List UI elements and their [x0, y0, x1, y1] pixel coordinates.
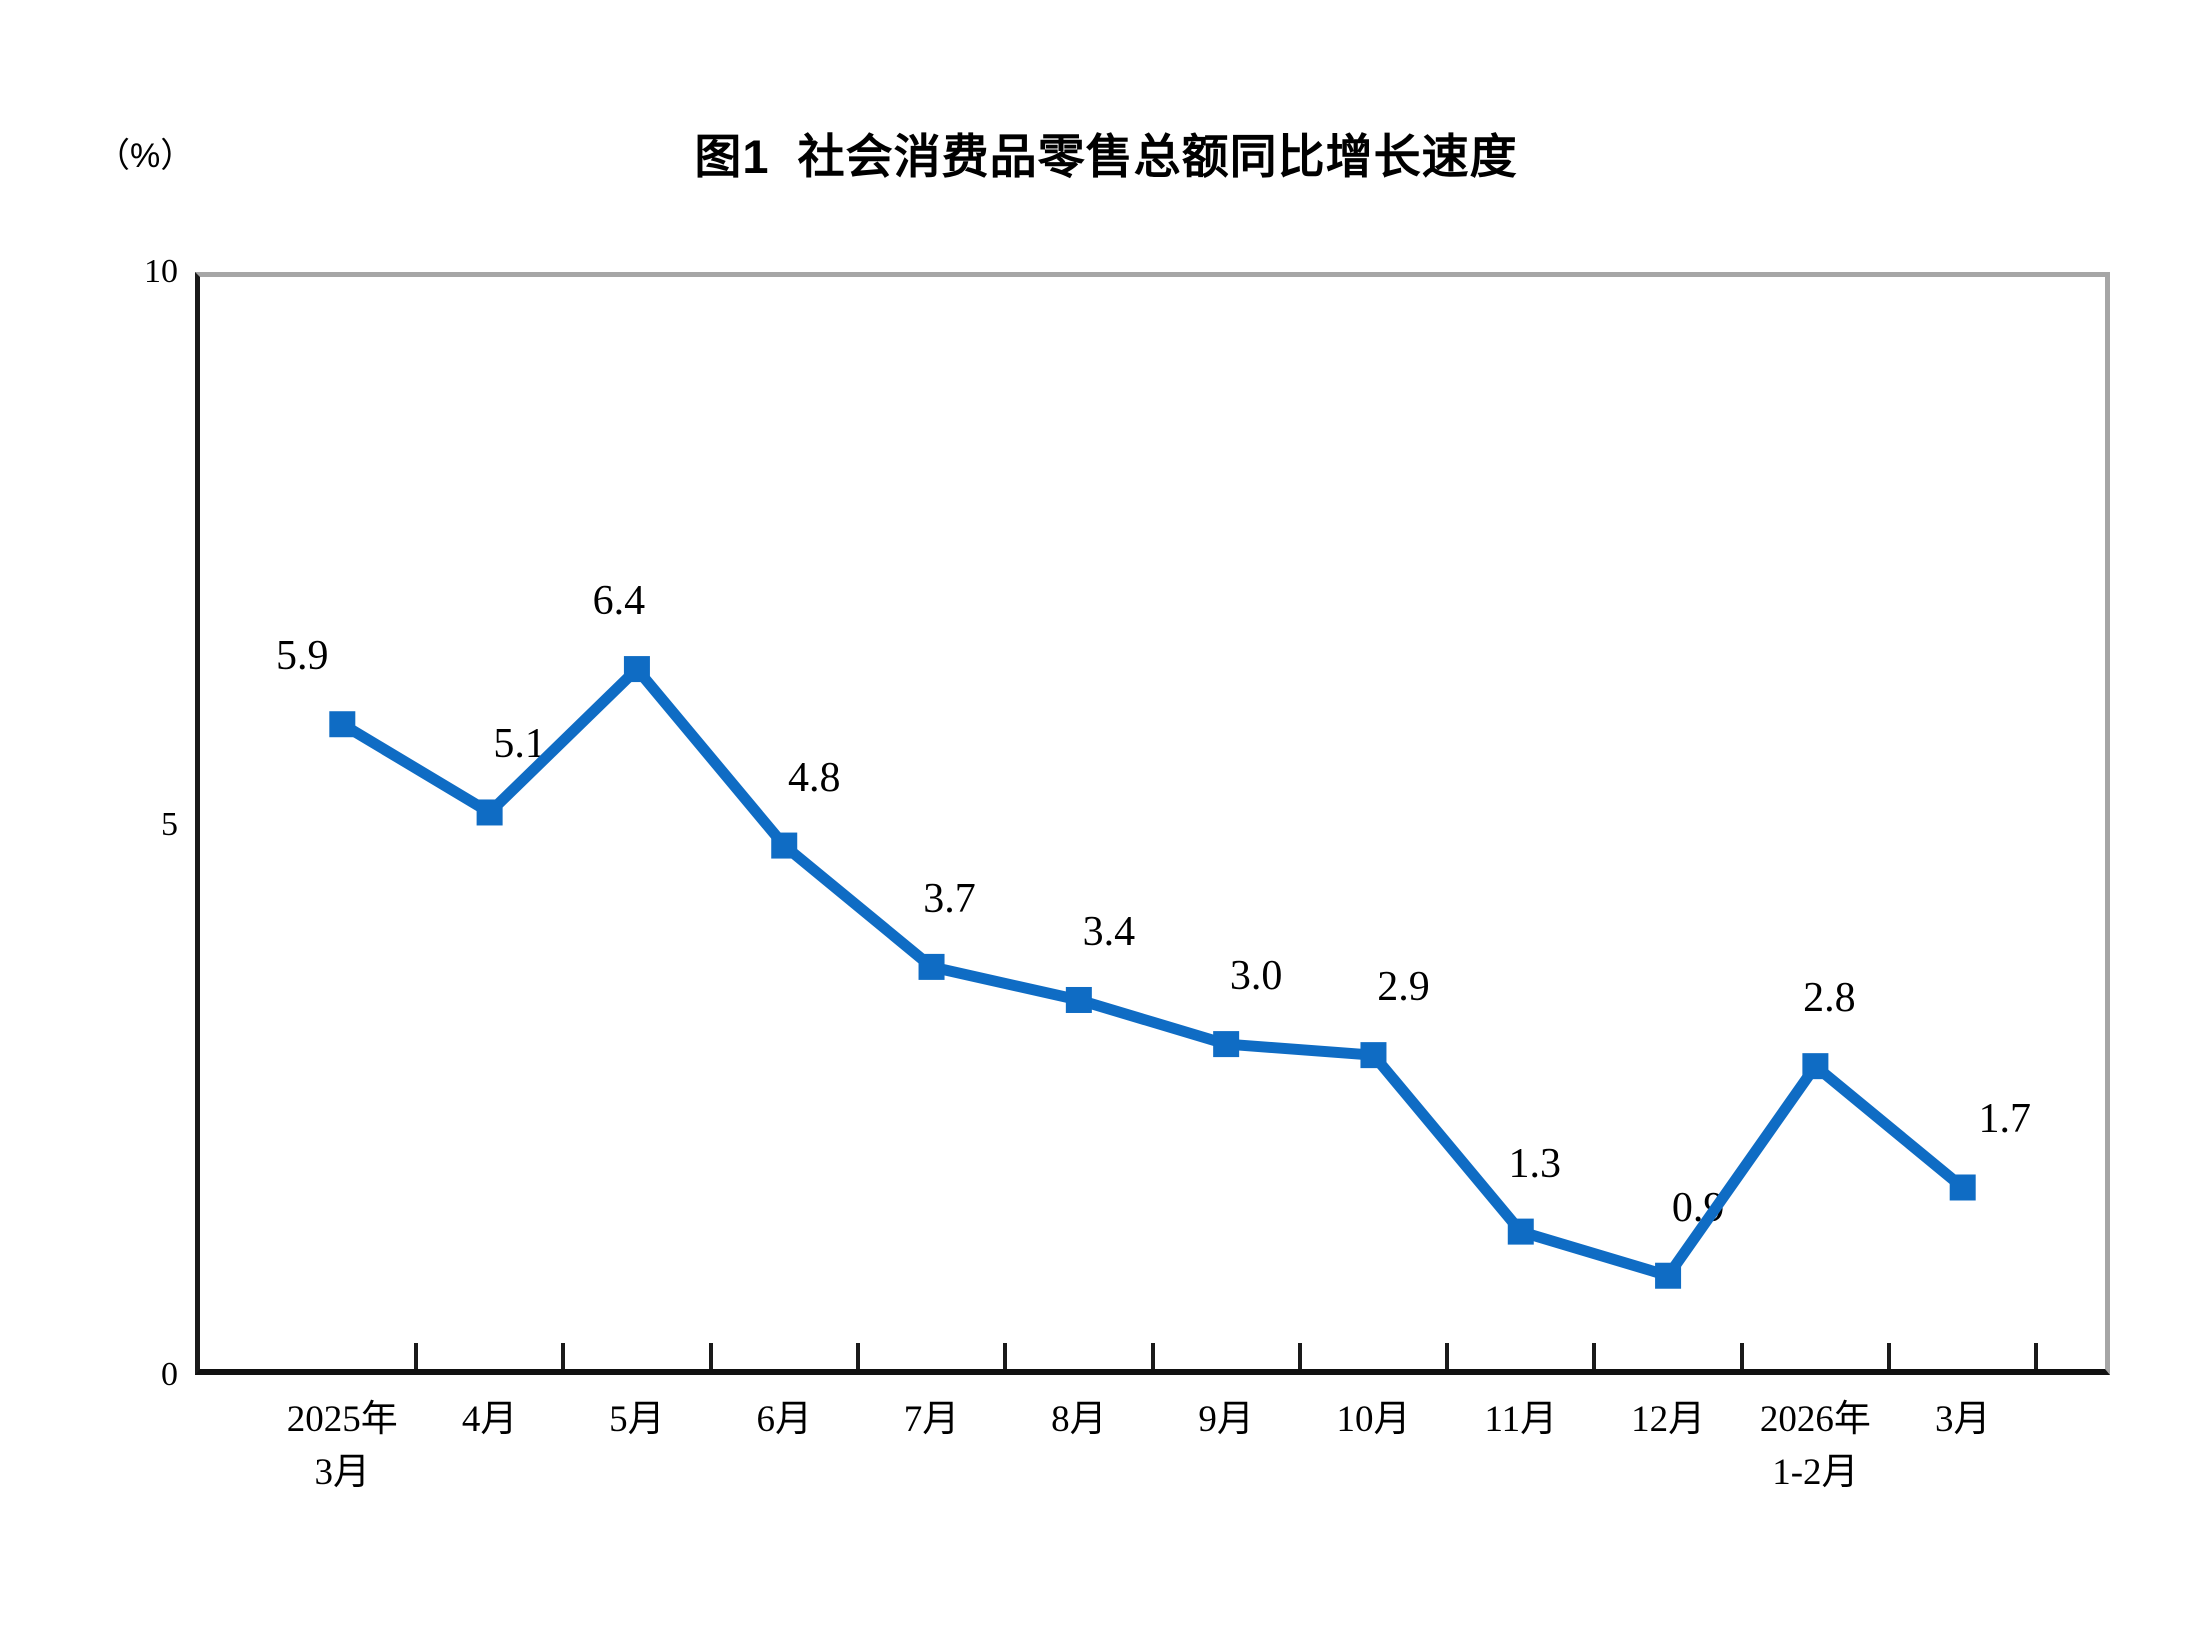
- x-axis-tick-mark: [1592, 1343, 1597, 1369]
- y-tick-label-5: 5: [161, 806, 178, 843]
- data-point-label: 3.7: [923, 875, 976, 922]
- data-point-label: 0.9: [1671, 1184, 1725, 1231]
- x-axis-tick-mark: [2034, 1343, 2039, 1369]
- data-point-label: 5.9: [276, 633, 329, 680]
- data-point-label: 6.4: [592, 578, 646, 625]
- x-axis-label: 4月: [461, 1399, 518, 1440]
- x-axis-tick-mark: [708, 1343, 713, 1369]
- x-axis-label: 8月: [1051, 1399, 1107, 1440]
- data-point-label: 1.3: [1508, 1140, 1562, 1187]
- x-axis-label: 11月: [1484, 1399, 1558, 1440]
- x-axis-label: 3月: [1934, 1399, 1991, 1440]
- plot-area: [195, 272, 2110, 1375]
- data-point-label: 2.9: [1377, 964, 1430, 1011]
- x-axis-label: 2025年 3月: [286, 1399, 398, 1493]
- x-axis-tick-mark: [1445, 1343, 1450, 1369]
- data-point-label: 5.1: [493, 721, 546, 768]
- x-axis-label: 2026年 1-2月: [1759, 1399, 1871, 1493]
- data-point-label: 1.7: [1978, 1096, 2031, 1143]
- x-axis-tick-mark: [1003, 1343, 1008, 1369]
- x-axis-tick-mark: [1150, 1343, 1155, 1369]
- x-axis-tick-mark: [1887, 1343, 1892, 1369]
- x-axis-label: 5月: [609, 1399, 665, 1440]
- x-axis-label: 7月: [903, 1399, 960, 1440]
- x-axis-label: 9月: [1198, 1399, 1254, 1440]
- data-point-label: 2.8: [1803, 975, 1856, 1022]
- x-axis-tick-mark: [413, 1343, 418, 1369]
- x-axis-label: 6月: [756, 1399, 812, 1440]
- chart-title: 图1 社会消费品零售总额同比增长速度: [694, 130, 1518, 183]
- x-axis-tick-mark: [561, 1343, 566, 1369]
- x-axis-tick-mark: [1739, 1343, 1744, 1369]
- x-axis-tick-mark: [1297, 1343, 1302, 1369]
- y-tick-label-10: 10: [144, 253, 178, 290]
- y-axis-unit-label: （%）: [96, 137, 195, 175]
- data-point-label: 3.4: [1082, 908, 1136, 955]
- x-axis-tick-mark: [855, 1343, 860, 1369]
- data-point-label: 4.8: [787, 754, 841, 801]
- y-tick-label-0: 0: [161, 1356, 178, 1393]
- x-axis-label: 12月: [1631, 1399, 1706, 1440]
- x-axis-label: 10月: [1336, 1399, 1411, 1440]
- data-point-label: 3.0: [1229, 953, 1283, 1000]
